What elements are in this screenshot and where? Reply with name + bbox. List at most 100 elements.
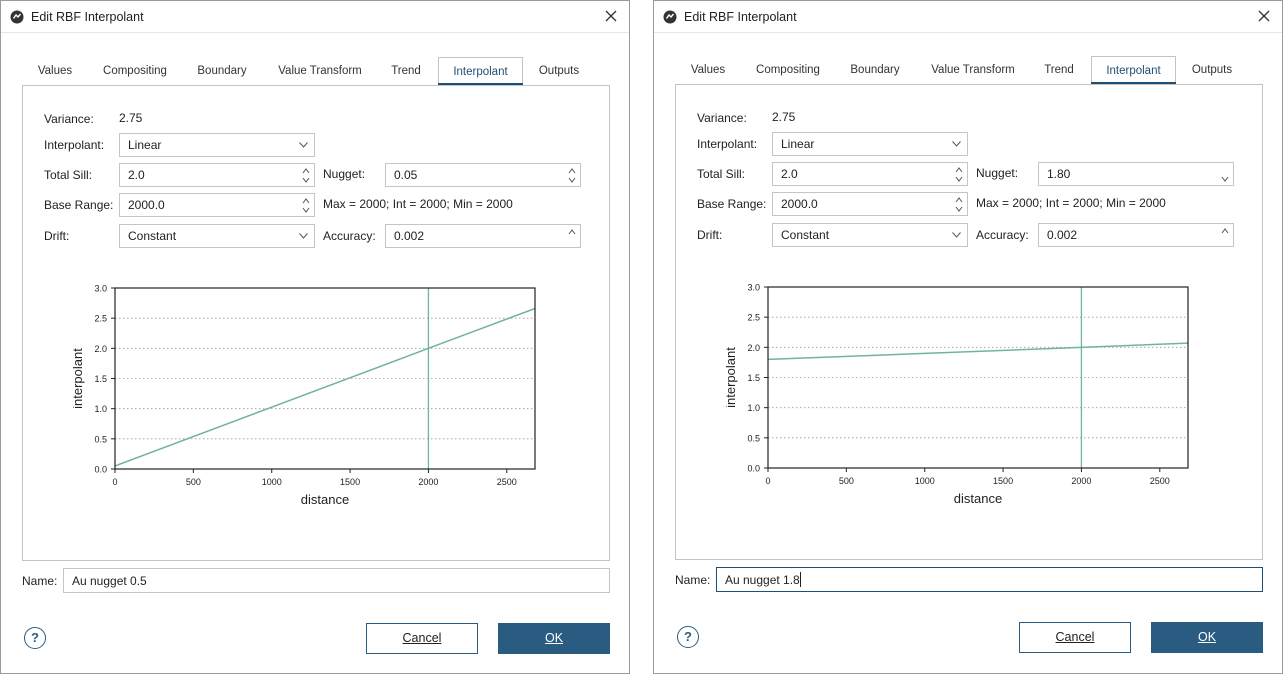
nugget-label: Nugget: [976, 166, 1019, 180]
spinner-arrows-icon[interactable] [301, 196, 311, 215]
tab-interpolant[interactable]: Interpolant [1091, 56, 1176, 85]
tab-boundary[interactable]: Boundary [197, 65, 247, 77]
y-tick-label: 2.5 [747, 313, 760, 323]
ok-button[interactable]: OK [1151, 622, 1263, 653]
base-range-spinbox[interactable]: 2000.0 [119, 193, 315, 217]
tab-value-transform[interactable]: Value Transform [931, 64, 1015, 76]
name-input[interactable]: Au nugget 0.5 [63, 568, 610, 593]
help-icon[interactable]: ? [24, 627, 46, 649]
tab-outputs[interactable]: Outputs [538, 65, 580, 77]
variance-value: 2.75 [119, 111, 143, 125]
tab-value-transform[interactable]: Value Transform [278, 65, 362, 77]
text-caret [800, 572, 801, 587]
spinner-arrows-icon[interactable] [954, 165, 964, 184]
tab-compositing[interactable]: Compositing [103, 65, 167, 77]
x-tick-label: 0 [765, 476, 770, 486]
nugget-spinbox[interactable]: 0.05 [385, 163, 581, 187]
variogram-chart: 0.0 0.5 1.0 1.5 2.0 2.5 3.0 0 500 1000 1500 2000 250… [73, 284, 536, 507]
drift-select-value: Constant [781, 228, 830, 242]
base-range-value: 2000.0 [781, 197, 818, 211]
accuracy-label: Accuracy: [976, 228, 1029, 242]
nugget-value: 0.05 [394, 168, 418, 182]
spinner-arrows-icon[interactable] [954, 195, 964, 214]
tab-interpolant[interactable]: Interpolant [438, 57, 523, 86]
ok-button[interactable]: OK [498, 623, 610, 654]
total-sill-spinbox[interactable]: 2.0 [772, 162, 968, 186]
spinner-up-icon[interactable] [1220, 226, 1230, 245]
close-icon[interactable] [602, 7, 620, 25]
variance-label: Variance: [44, 112, 94, 126]
base-range-spinbox[interactable]: 2000.0 [772, 192, 968, 216]
cancel-button[interactable]: Cancel [1019, 622, 1131, 653]
interpolant-panel: Variance: 2.75 Interpolant: Linear Total… [675, 84, 1263, 560]
spinner-arrows-icon[interactable] [567, 166, 577, 185]
tab-values[interactable]: Values [690, 64, 726, 76]
y-tick-label: 2.5 [94, 314, 107, 324]
total-sill-spinbox[interactable]: 2.0 [119, 163, 315, 187]
app-icon [663, 10, 677, 24]
accuracy-spinbox[interactable]: 0.002 [1038, 223, 1234, 247]
help-icon[interactable]: ? [677, 626, 699, 648]
chevron-down-icon [952, 141, 961, 147]
tab-boundary[interactable]: Boundary [850, 64, 900, 76]
y-tick-label: 0.5 [94, 434, 107, 444]
interpolant-select-value: Linear [781, 137, 815, 151]
tab-trend[interactable]: Trend [391, 65, 421, 77]
y-tick-label: 1.0 [94, 404, 107, 414]
drift-label: Drift: [697, 228, 723, 242]
y-tick-label: 1.5 [747, 373, 760, 383]
title-bar: Edit RBF Interpolant [654, 1, 1282, 33]
y-tick-label: 3.0 [747, 283, 760, 293]
base-range-label: Base Range: [697, 197, 767, 211]
x-tick-label: 1000 [262, 477, 282, 487]
variogram-chart: 0.0 0.5 1.0 1.5 2.0 2.5 3.0 0 500 1000 1500 2000 250… [726, 283, 1189, 506]
interpolant-curve [767, 342, 1189, 361]
x-tick-label: 2000 [418, 477, 438, 487]
tab-compositing[interactable]: Compositing [756, 64, 820, 76]
x-tick-label: 1500 [340, 477, 360, 487]
x-tick-label: 0 [112, 477, 117, 487]
name-input[interactable]: Au nugget 1.8 [716, 567, 1263, 592]
tab-values[interactable]: Values [37, 65, 73, 77]
tab-trend[interactable]: Trend [1044, 64, 1074, 76]
name-input-value: Au nugget 1.8 [725, 573, 800, 587]
spinner-arrows-icon[interactable] [301, 166, 311, 185]
base-range-label: Base Range: [44, 198, 114, 212]
base-range-value: 2000.0 [128, 198, 165, 212]
drift-select[interactable]: Constant [119, 224, 315, 248]
spinner-down-icon[interactable] [1220, 165, 1230, 184]
interpolant-label: Interpolant: [697, 137, 758, 151]
x-tick-label: 500 [186, 477, 201, 487]
y-tick-label: 0.5 [747, 433, 760, 443]
name-label: Name: [675, 573, 711, 587]
accuracy-spinbox[interactable]: 0.002 [385, 224, 581, 248]
drift-label: Drift: [44, 229, 70, 243]
y-tick-label: 0.0 [747, 464, 760, 474]
interpolant-select[interactable]: Linear [119, 133, 315, 157]
dialog-title: Edit RBF Interpolant [684, 10, 797, 24]
cancel-button-label: Cancel [402, 631, 442, 645]
y-tick-label: 2.0 [747, 343, 760, 353]
close-icon[interactable] [1255, 7, 1273, 25]
nugget-value: 1.80 [1047, 167, 1071, 181]
x-tick-label: 1500 [993, 476, 1013, 486]
x-tick-label: 2500 [1150, 476, 1170, 486]
chevron-down-icon [299, 233, 308, 239]
y-axis-label: interpolant [726, 347, 738, 408]
drift-select[interactable]: Constant [772, 223, 968, 247]
nugget-spinbox[interactable]: 1.80 [1038, 162, 1234, 186]
interpolant-select-value: Linear [128, 138, 162, 152]
tab-outputs[interactable]: Outputs [1191, 64, 1233, 76]
x-axis-label: distance [954, 491, 1002, 506]
range-info: Max = 2000; Int = 2000; Min = 2000 [323, 197, 513, 211]
name-label: Name: [22, 574, 58, 588]
interpolant-label: Interpolant: [44, 138, 105, 152]
spinner-up-icon[interactable] [567, 227, 577, 246]
interpolant-select[interactable]: Linear [772, 132, 968, 156]
x-tick-label: 2000 [1071, 476, 1091, 486]
variance-value: 2.75 [772, 110, 796, 124]
app-icon [10, 10, 24, 24]
accuracy-value: 0.002 [394, 229, 425, 243]
cancel-button[interactable]: Cancel [366, 623, 478, 654]
y-tick-label: 3.0 [94, 284, 107, 294]
